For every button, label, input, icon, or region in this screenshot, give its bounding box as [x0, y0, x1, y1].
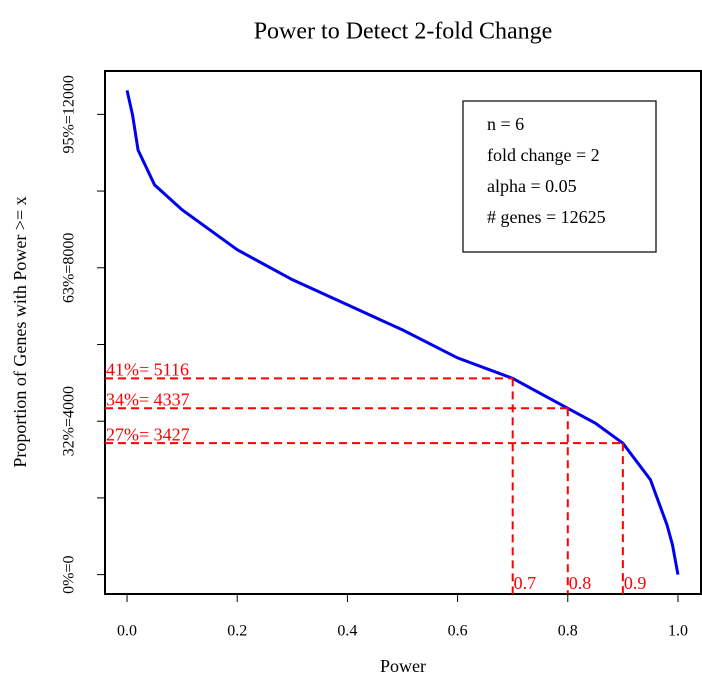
legend-entry: alpha = 0.05: [487, 176, 577, 196]
cutoff-label: 34%= 4337: [106, 389, 190, 409]
y-tick-label: 0%=0: [61, 555, 78, 593]
x-tick-label: 0.2: [227, 623, 247, 640]
plot-frame: [104, 70, 702, 595]
legend-entry: # genes = 12625: [487, 207, 606, 227]
x-tick-label: 1.0: [668, 623, 688, 640]
cutoff-power-label: 0.9: [624, 573, 647, 593]
legend-entry: n = 6: [487, 114, 524, 134]
cutoff-label: 41%= 5116: [106, 360, 189, 380]
x-tick-label: 0.8: [558, 623, 578, 640]
legend-box: [462, 100, 657, 253]
chart-title: Power to Detect 2-fold Change: [254, 19, 553, 45]
power-curve: [125, 90, 680, 575]
legend-entry: fold change = 2: [487, 145, 600, 165]
cutoff-label: 27%= 3427: [106, 424, 190, 444]
x-tick-label: 0.6: [448, 623, 468, 640]
x-tick-label: 0.0: [117, 623, 137, 640]
x-tick-label: 0.4: [337, 623, 357, 640]
y-axis-label: Proportion of Genes with Power >= x: [10, 196, 30, 467]
cutoff-power-label: 0.8: [569, 573, 592, 593]
y-tick-label: 63%=8000: [61, 233, 78, 303]
x-axis-label: Power: [380, 656, 426, 676]
y-tick-label: 32%=4000: [61, 386, 78, 456]
y-tick-label: 95%=12000: [61, 75, 78, 153]
cutoff-power-label: 0.7: [514, 573, 537, 593]
